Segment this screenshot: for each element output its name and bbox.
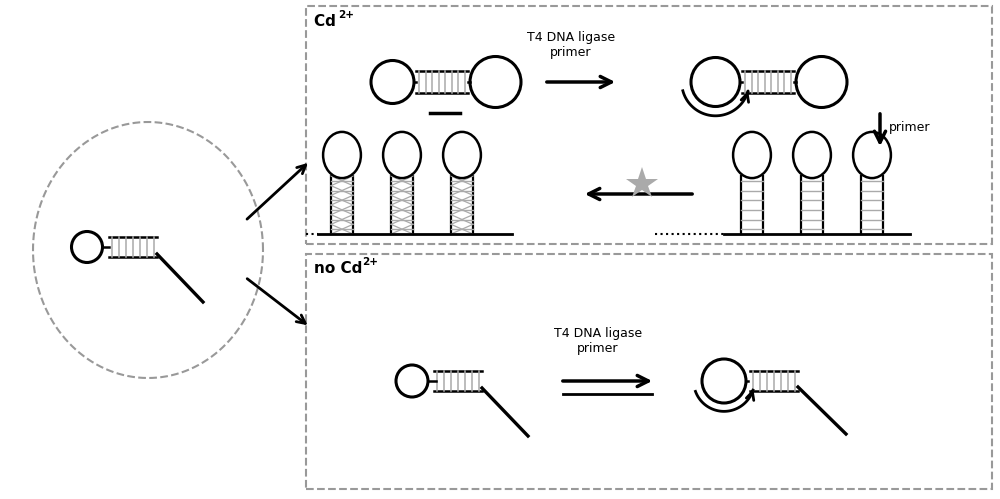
Text: Cd: Cd [314,14,341,29]
Text: 2+: 2+ [362,257,378,267]
Text: no Cd: no Cd [314,261,368,276]
Text: T4 DNA ligase
primer: T4 DNA ligase primer [527,31,615,59]
Text: T4 DNA ligase
primer: T4 DNA ligase primer [554,327,642,355]
Text: primer: primer [889,120,930,134]
Text: 2+: 2+ [338,10,354,20]
